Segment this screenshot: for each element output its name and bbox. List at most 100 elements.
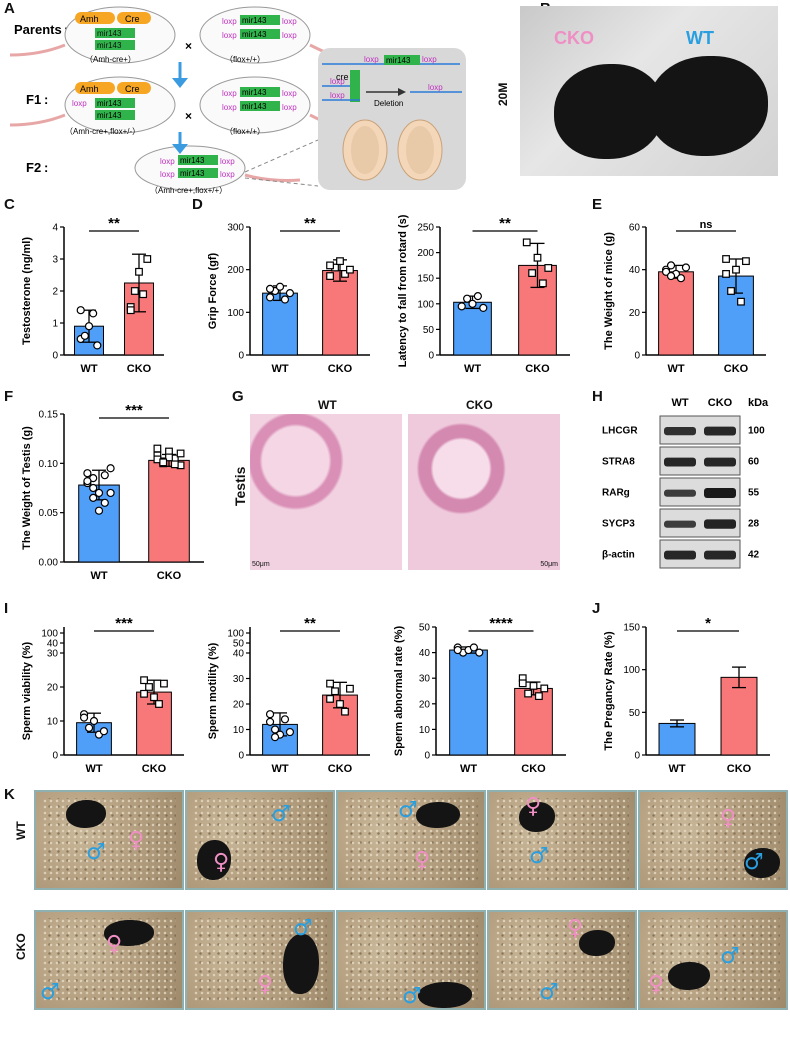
cage-photo: ♀ ♂ (34, 910, 184, 1010)
female-symbol-icon: ♀ (106, 932, 123, 957)
data-point (529, 681, 538, 690)
data-point (130, 287, 139, 295)
y-tick-label: 0 (52, 351, 58, 362)
data-point (518, 679, 527, 688)
data-point (326, 261, 334, 270)
data-point (666, 261, 676, 270)
cage-photo: ♀ ♂ (487, 790, 637, 890)
svg-text:loxp: loxp (220, 170, 235, 179)
bar-wt (658, 722, 696, 756)
y-tick-label: 50 (419, 623, 431, 634)
svg-text:Amh: Amh (80, 84, 99, 94)
cko-mouse (554, 64, 664, 159)
x-tick-label: CKO (328, 363, 353, 375)
blot-band (664, 457, 696, 467)
blot-protein-label: SYCP3 (602, 519, 635, 530)
blot-col-label: CKO (708, 397, 733, 409)
male-symbol-icon: ♂ (529, 844, 549, 869)
x-tick-label: CKO (525, 363, 550, 375)
data-point (732, 265, 740, 274)
svg-text:mir143: mir143 (242, 16, 267, 25)
cage-photo: ♀ ♂ (487, 910, 637, 1010)
blot-protein-label: β-actin (602, 550, 635, 561)
row-label-wt: WT (14, 821, 28, 840)
y-tick-label: 40 (629, 265, 641, 276)
x-tick-label: CKO (521, 763, 546, 775)
svg-text:×: × (185, 39, 192, 53)
svg-text:loxp: loxp (330, 91, 345, 100)
male-symbol-icon: ♂ (720, 944, 740, 969)
data-point (528, 269, 537, 277)
data-point (100, 471, 109, 480)
data-point (265, 293, 275, 302)
mouse (283, 934, 319, 994)
svg-text:mir143: mir143 (97, 29, 122, 38)
data-point (126, 306, 135, 315)
data-point (89, 493, 98, 502)
y-tick-label: 1 (52, 319, 58, 330)
data-point (265, 710, 275, 719)
data-point (150, 693, 158, 702)
chart-testis-weight: 0.00 0.05 0.10 0.15 The Weight of Testis (g)… (21, 402, 204, 582)
y-tick-label: 100 (417, 299, 434, 310)
svg-text:loxp: loxp (220, 157, 235, 166)
data-point (84, 322, 94, 331)
data-point (89, 483, 98, 493)
data-point (534, 692, 543, 701)
data-point (160, 679, 168, 688)
panel-label-d: D (192, 196, 203, 213)
y-tick-label: 40 (419, 648, 431, 659)
x-tick-label: WT (271, 763, 288, 775)
data-point (533, 253, 542, 262)
blot-band (664, 489, 696, 497)
data-point (742, 257, 750, 266)
row-label-f2: F2 (26, 160, 41, 175)
blot-col-label: WT (671, 397, 688, 409)
svg-text:loxp: loxp (160, 170, 175, 179)
western-blot: WT CKO kDa LHCGR 100 STRA8 60 RARg 55 SYCP3 28 β-ac… (602, 397, 769, 569)
blot-protein-label: STRA8 (602, 457, 635, 468)
data-point (155, 700, 163, 708)
data-point (135, 267, 143, 276)
y-tick-label: 0 (424, 751, 430, 762)
x-tick-label: WT (668, 763, 685, 775)
data-point (83, 469, 92, 478)
data-point (140, 689, 148, 698)
svg-text:mir143: mir143 (97, 99, 122, 108)
cage-photo: ♀ ♂ (638, 790, 788, 890)
mice-photo: CKO WT (520, 6, 778, 176)
female-symbol-icon: ♀ (257, 972, 274, 997)
svg-text:loxp: loxp (428, 83, 443, 92)
chart-sperm-abnormal: 0 10 20 30 40 50 Sperm abnormal rate (%) WT CKO *… (393, 615, 566, 775)
chart-mouse-weight: 0 20 40 60 The Weight of mice (g) WT CKO ns (603, 219, 766, 375)
panel-label-f: F (4, 388, 14, 405)
svg-text:（Amh-cre+,flox+/-）: （Amh-cre+,flox+/-） (65, 127, 140, 136)
significance-label: **** (489, 615, 513, 632)
data-point (326, 694, 334, 703)
data-point (275, 282, 285, 291)
blot-band (704, 457, 736, 467)
row-label-f1: F1 (26, 92, 41, 107)
svg-text:loxp: loxp (72, 99, 87, 108)
data-point (727, 287, 735, 295)
age-label: 20M (496, 82, 510, 106)
blot-band (704, 519, 736, 529)
y-tick-label: 100 (41, 629, 58, 640)
y-tick-label: 0 (634, 351, 640, 362)
svg-text:（Amh-cre+）: （Amh-cre+） (85, 55, 136, 64)
svg-text:mir143: mir143 (242, 88, 267, 97)
panel-label-a: A (4, 0, 15, 17)
female-symbol-icon: ♀ (213, 850, 230, 875)
data-point (722, 270, 730, 278)
y-axis-label: The Weight of mice (g) (603, 232, 615, 350)
panel-label-e: E (592, 196, 603, 213)
female-symbol-icon: ♀ (128, 828, 145, 853)
male-symbol-icon: ♂ (271, 802, 291, 827)
data-point (99, 727, 109, 736)
svg-text:（flox+/+）: （flox+/+） (225, 55, 265, 64)
data-point (153, 444, 162, 453)
female-symbol-icon: ♀ (525, 794, 542, 819)
data-point (94, 488, 104, 498)
cage-photo: ♂ (336, 910, 486, 1010)
bar-wt (658, 271, 694, 356)
